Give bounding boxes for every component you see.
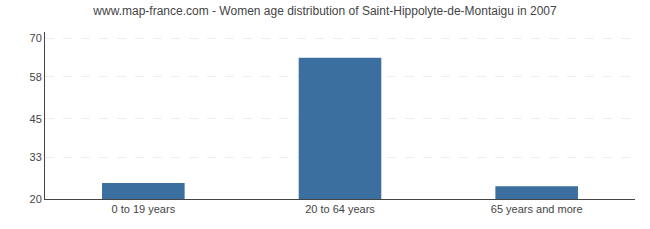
svg-text:65 years and more: 65 years and more (491, 203, 583, 215)
svg-text:20 to 64 years: 20 to 64 years (305, 203, 375, 215)
svg-text:33: 33 (30, 151, 42, 163)
svg-text:45: 45 (30, 113, 42, 125)
svg-text:58: 58 (30, 71, 42, 83)
svg-text:70: 70 (30, 32, 42, 44)
svg-text:20: 20 (30, 193, 42, 205)
svg-text:0 to 19 years: 0 to 19 years (112, 203, 176, 215)
svg-text:www.map-france.com - Women age: www.map-france.com - Women age distribut… (92, 4, 557, 18)
